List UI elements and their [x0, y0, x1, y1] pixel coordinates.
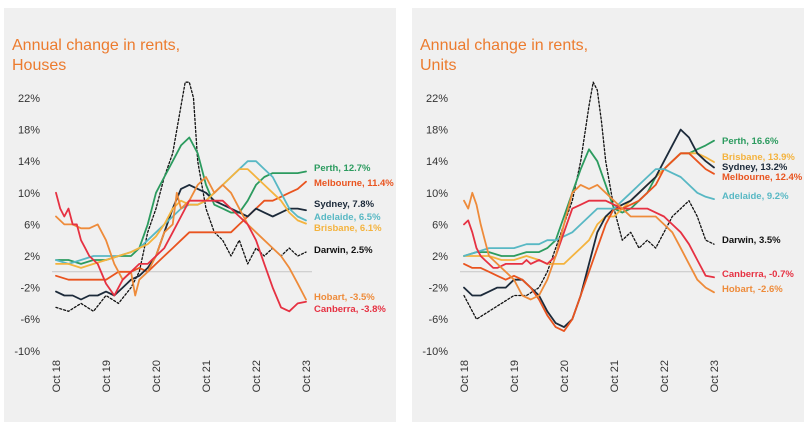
series-line-hobart	[463, 183, 715, 301]
series-line-sydney	[55, 183, 307, 301]
x-tick-label: Oct 22	[251, 360, 263, 392]
x-tick-label: Oct 21	[609, 360, 621, 392]
series-label-adelaide: Adelaide, 6.5%	[314, 212, 381, 223]
series-line-darwin	[463, 81, 715, 320]
series-label-adelaide: Adelaide, 9.2%	[722, 191, 789, 202]
x-tick-label: Oct 19	[509, 360, 521, 392]
series-line-canberra	[463, 199, 715, 279]
series-line-hobart	[55, 176, 307, 301]
x-tick-label: Oct 21	[201, 360, 213, 392]
x-tick-label: Oct 20	[151, 360, 163, 392]
y-tick-label: 18%	[426, 125, 448, 137]
x-tick-label: Oct 19	[101, 360, 113, 392]
series-label-hobart: Hobart, -3.5%	[314, 292, 375, 303]
series-label-brisbane: Brisbane, 6.1%	[314, 223, 382, 234]
y-tick-label: -2%	[20, 283, 40, 295]
chart-panel-units: Annual change in rents, Units 22% 18% 14% 1…	[412, 8, 804, 422]
chart-panel-houses: Annual change in rents, Houses 22% 18% 14%…	[4, 8, 396, 422]
y-tick-label: 2%	[432, 251, 448, 263]
series-label-canberra: Canberra, -0.7%	[722, 269, 794, 280]
y-tick-label: 18%	[18, 125, 40, 137]
series-label-darwin: Darwin, 2.5%	[314, 245, 373, 256]
series-line-melbourne	[463, 152, 715, 333]
chart-title-line-2: Units	[420, 57, 457, 74]
x-tick-label: Oct 18	[459, 360, 471, 392]
series-line-brisbane	[55, 168, 307, 269]
y-tick-label: 10%	[18, 188, 40, 200]
series-label-brisbane: Brisbane, 13.9%	[722, 152, 795, 163]
y-tick-label: -2%	[428, 283, 448, 295]
chart-title: Annual change in rents, Houses	[12, 36, 180, 76]
series-label-darwin: Darwin, 3.5%	[722, 235, 781, 246]
chart-title-line-2: Houses	[12, 57, 67, 74]
series-label-sydney: Sydney, 13.2%	[722, 162, 788, 173]
series-line-darwin	[55, 81, 307, 312]
x-tick-label: Oct 20	[559, 360, 571, 392]
chart-title-line-1: Annual change in rents,	[420, 37, 589, 54]
series-label-canberra: Canberra, -3.8%	[314, 304, 386, 315]
line-chart-units: 22% 18% 14% 10% 6% 2% -2% -6% -10% Oct 18 Oct 19 Oc…	[422, 81, 803, 392]
y-tick-label: 22%	[18, 93, 40, 105]
x-tick-label: Oct 18	[51, 360, 63, 392]
x-tick-label: Oct 23	[709, 360, 721, 392]
series-line-sydney	[463, 128, 715, 329]
series-line-adelaide	[55, 160, 307, 265]
series-label-perth: Perth, 16.6%	[722, 136, 779, 147]
chart-title-line-1: Annual change in rents,	[12, 37, 181, 54]
y-tick-label: -6%	[428, 314, 448, 326]
chart-title: Annual change in rents, Units	[420, 36, 588, 76]
y-tick-label: 6%	[432, 219, 448, 231]
series-label-perth: Perth, 12.7%	[314, 163, 371, 174]
series-label-sydney: Sydney, 7.8%	[314, 199, 375, 210]
y-tick-label: 2%	[24, 251, 40, 263]
y-tick-label: 14%	[18, 156, 40, 168]
line-chart-houses: 22% 18% 14% 10% 6% 2% -2% -6% -10% Oct 18 Oct 19 Oc…	[14, 81, 394, 392]
series-label-hobart: Hobart, -2.6%	[722, 284, 783, 295]
y-tick-label: -6%	[20, 314, 40, 326]
x-tick-label: Oct 22	[659, 360, 671, 392]
y-tick-label: -10%	[422, 346, 448, 358]
y-tick-label: 10%	[426, 188, 448, 200]
series-label-melbourne: Melbourne, 11.4%	[314, 178, 394, 189]
y-tick-label: 22%	[426, 93, 448, 105]
y-tick-label: -10%	[14, 346, 40, 358]
x-tick-label: Oct 23	[301, 360, 313, 392]
y-tick-label: 14%	[426, 156, 448, 168]
series-line-canberra	[55, 191, 307, 313]
series-line-adelaide	[463, 168, 715, 257]
y-tick-label: 6%	[24, 219, 40, 231]
series-line-melbourne	[55, 180, 307, 281]
series-label-melbourne: Melbourne, 12.4%	[722, 172, 803, 183]
